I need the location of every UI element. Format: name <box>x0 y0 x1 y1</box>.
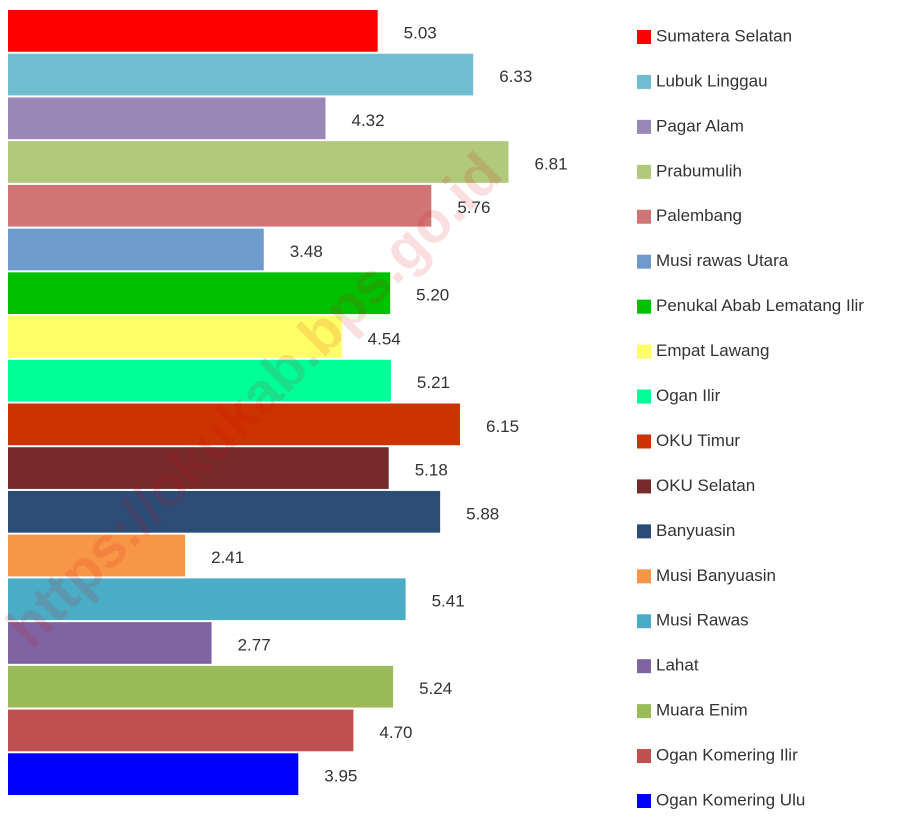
legend-swatch <box>637 209 651 224</box>
legend-swatch <box>637 659 651 674</box>
legend-swatch <box>637 30 651 44</box>
legend-label: Ogan Komering Ilir <box>656 746 798 765</box>
legend-label: Muara Enim <box>656 701 748 720</box>
data-label: 2.41 <box>211 548 244 567</box>
bar <box>8 665 394 708</box>
legend-swatch <box>637 389 651 404</box>
bar <box>8 534 186 577</box>
data-label: 3.95 <box>324 767 357 786</box>
bar <box>8 316 342 358</box>
data-label: 5.20 <box>416 286 449 305</box>
bar <box>8 490 441 533</box>
legend-label: Lubuk Linggau <box>656 71 768 90</box>
legend-label: Banyuasin <box>656 521 735 540</box>
bar <box>8 622 212 664</box>
legend-swatch <box>637 164 651 179</box>
legend-swatch <box>637 254 651 269</box>
data-label: 5.03 <box>404 23 437 42</box>
legend-label: Pagar Alam <box>656 116 744 135</box>
legend-swatch <box>637 299 651 314</box>
data-label: 5.18 <box>415 461 448 480</box>
legend-label: Musi Rawas <box>656 611 749 630</box>
legend-swatch <box>637 524 651 539</box>
legend-swatch <box>637 704 651 719</box>
data-label: 6.81 <box>534 155 567 174</box>
bar <box>8 359 391 402</box>
data-label: 2.77 <box>238 635 271 654</box>
legend-label: Ogan Komering Ulu <box>656 790 805 809</box>
legend-swatch <box>637 74 651 89</box>
bar <box>8 97 326 140</box>
data-label: 6.15 <box>486 417 519 436</box>
data-label: 5.76 <box>457 198 490 217</box>
legend-swatch <box>637 119 651 134</box>
legend-label: Sumatera Selatan <box>656 26 792 45</box>
data-label: 5.21 <box>417 373 450 392</box>
data-label: 4.54 <box>368 329 401 348</box>
bar <box>8 709 354 752</box>
legend-label: Empat Lawang <box>656 341 769 360</box>
bar <box>8 10 378 52</box>
bar <box>8 272 391 315</box>
bar <box>8 753 299 795</box>
legend-label: Ogan Ilir <box>656 386 721 405</box>
legend-label: Prabumulih <box>656 161 742 180</box>
legend-label: Palembang <box>656 206 742 225</box>
bar <box>8 184 432 227</box>
bar <box>8 141 509 183</box>
legend-swatch <box>637 479 651 494</box>
data-label: 6.33 <box>499 67 532 86</box>
legend-swatch <box>637 344 651 359</box>
legend-label: Penukal Abab Lematang Ilir <box>656 296 864 315</box>
legend-swatch <box>637 434 651 449</box>
legend-label: Musi Banyuasin <box>656 566 776 585</box>
legend-label: Musi rawas Utara <box>656 251 789 270</box>
legend-swatch <box>637 569 651 584</box>
legend-label: Lahat <box>656 656 699 675</box>
legend-label: OKU Selatan <box>656 476 755 495</box>
legend-label: OKU Timur <box>656 431 740 450</box>
data-label: 5.41 <box>432 592 465 611</box>
data-label: 4.70 <box>379 723 412 742</box>
bar <box>8 447 389 489</box>
bar <box>8 53 474 96</box>
bar <box>8 228 264 271</box>
bar <box>8 578 406 621</box>
data-label: 3.48 <box>290 242 323 261</box>
legend-swatch <box>637 794 651 808</box>
data-label: 5.88 <box>466 504 499 523</box>
legend-swatch <box>637 614 651 629</box>
legend-swatch <box>637 749 651 764</box>
bar <box>8 403 460 446</box>
data-label: 4.32 <box>351 111 384 130</box>
data-label: 5.24 <box>419 679 452 698</box>
